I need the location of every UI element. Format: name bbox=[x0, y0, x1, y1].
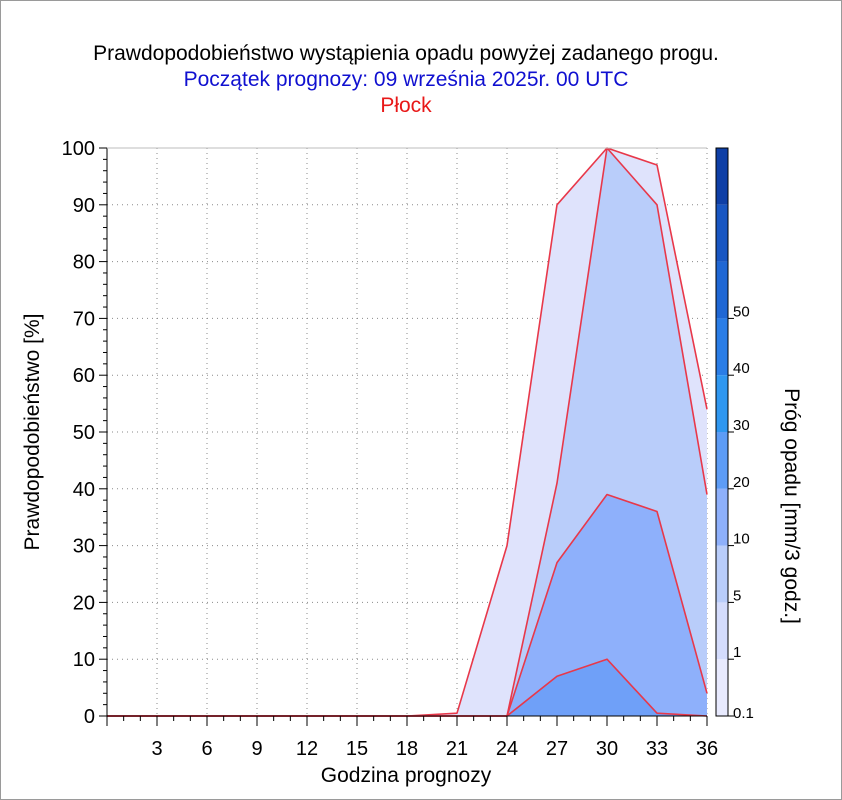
colorbar-segment bbox=[716, 318, 728, 376]
colorbar-tick-label: 50 bbox=[733, 303, 750, 320]
x-tick-label: 24 bbox=[496, 738, 518, 760]
chart-subtitle: Początek prognozy: 09 września 2025r. 00… bbox=[183, 68, 629, 91]
colorbar-tick-label: 1 bbox=[733, 644, 741, 661]
colorbar-tick-label: 10 bbox=[733, 531, 750, 548]
y-tick-label: 90 bbox=[73, 195, 95, 217]
axes bbox=[99, 147, 708, 726]
x-tick-label: 3 bbox=[151, 738, 162, 760]
colorbar-segment bbox=[716, 432, 728, 489]
x-tick-label: 36 bbox=[696, 738, 718, 760]
y-tick-label: 80 bbox=[73, 252, 95, 274]
y-tick-label: 0 bbox=[84, 706, 95, 728]
x-tick-label: 18 bbox=[396, 738, 418, 760]
x-tick-label: 9 bbox=[251, 738, 262, 760]
y-tick-label: 30 bbox=[73, 536, 95, 558]
x-tick-label: 30 bbox=[596, 738, 618, 760]
x-tick-label: 27 bbox=[546, 738, 568, 760]
y-axis-title: Prawdopodobieństwo [%] bbox=[21, 314, 44, 551]
series-area-10 bbox=[107, 659, 707, 716]
colorbar-tick-label: 40 bbox=[733, 360, 750, 377]
y-tick-label: 20 bbox=[73, 592, 95, 614]
y-tick-label: 50 bbox=[73, 422, 95, 444]
colorbar-segment bbox=[716, 261, 728, 319]
y-tick-label: 100 bbox=[62, 138, 95, 160]
colorbar-segment bbox=[716, 488, 728, 546]
chart-location: Płock bbox=[380, 94, 432, 117]
chart-title: Prawdopodobieństwo wystąpienia opadu pow… bbox=[93, 42, 719, 65]
x-tick-label: 33 bbox=[646, 738, 668, 760]
colorbar-segment bbox=[716, 204, 728, 262]
series-areas bbox=[107, 148, 707, 716]
colorbar-segment bbox=[716, 659, 728, 716]
x-axis-title: Godzina prognozy bbox=[321, 764, 492, 787]
y-tick-label: 40 bbox=[73, 479, 95, 501]
series-area-5 bbox=[107, 494, 707, 716]
colorbar-title: Próg opadu [mm/3 godz.] bbox=[780, 388, 803, 624]
y-tick-label: 60 bbox=[73, 365, 95, 387]
colorbar: 0.1 1 5 10 20 30 40 50 bbox=[715, 147, 754, 722]
x-tick-label: 15 bbox=[346, 738, 368, 760]
chart-titles: Prawdopodobieństwo wystąpienia opadu pow… bbox=[1, 41, 811, 119]
colorbar-tick-label: 20 bbox=[733, 474, 750, 491]
x-tick-label: 12 bbox=[296, 738, 318, 760]
colorbar-tick-label: 30 bbox=[733, 417, 750, 434]
y-ticks: 0 10 20 30 40 50 60 70 80 90 100 bbox=[62, 138, 95, 728]
colorbar-segment bbox=[716, 545, 728, 603]
y-tick-label: 70 bbox=[73, 308, 95, 330]
x-ticks: 3 6 9 12 15 18 21 24 27 30 33 36 bbox=[151, 738, 718, 760]
y-tick-label: 10 bbox=[73, 649, 95, 671]
colorbar-tick-label: 0.1 bbox=[733, 705, 754, 722]
colorbar-segment bbox=[716, 148, 728, 205]
colorbar-segment bbox=[716, 375, 728, 432]
colorbar-tick-label: 5 bbox=[733, 587, 741, 604]
x-tick-label: 6 bbox=[201, 738, 212, 760]
x-tick-label: 21 bbox=[446, 738, 468, 760]
colorbar-segment bbox=[716, 602, 728, 660]
